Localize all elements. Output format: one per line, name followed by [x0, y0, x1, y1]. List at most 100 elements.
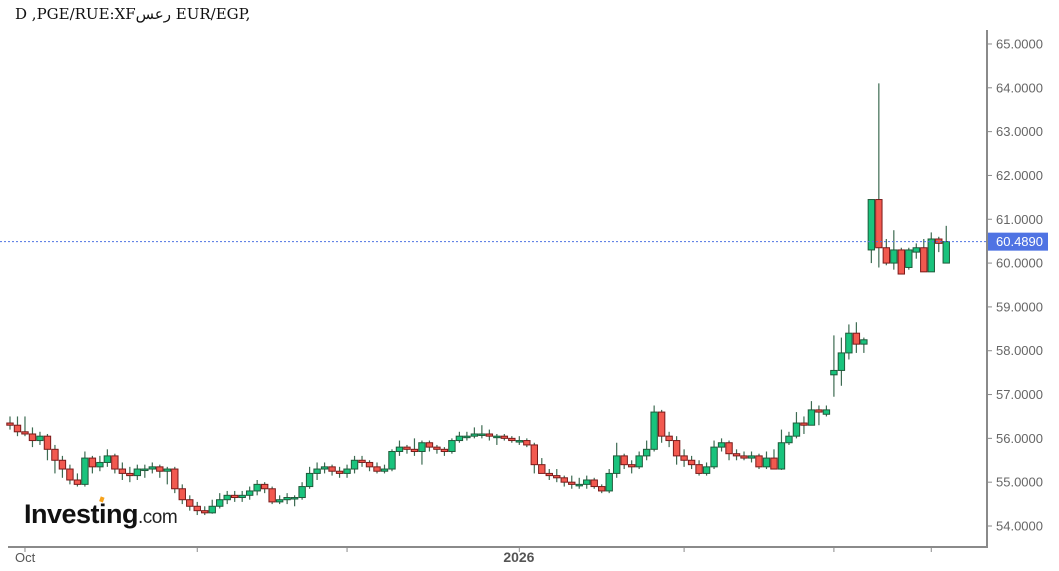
y-tick-label: 64.0000	[996, 80, 1043, 95]
candle	[807, 401, 816, 426]
candle-body-up	[867, 199, 876, 251]
candle	[380, 464, 389, 474]
y-tick-label: 55.0000	[996, 475, 1043, 490]
candle	[560, 475, 568, 487]
candle	[133, 464, 142, 480]
x-tick-label: Oct	[15, 550, 36, 565]
candle	[905, 247, 913, 270]
candle	[830, 335, 838, 397]
candle-body-up	[245, 490, 254, 496]
candle-body-down	[755, 455, 763, 468]
candle	[740, 451, 748, 461]
candle	[88, 455, 97, 474]
candle-body-up	[275, 499, 284, 503]
candle	[515, 436, 524, 445]
candle-body-down	[13, 424, 22, 433]
candle	[657, 409, 666, 443]
candle	[837, 337, 846, 386]
candle	[852, 322, 861, 353]
candle-body-up	[905, 249, 913, 268]
candle-body-up	[807, 409, 816, 426]
candle	[403, 444, 411, 454]
candle-body-down	[358, 459, 366, 463]
candle-body-down	[201, 510, 209, 514]
candle	[702, 462, 711, 476]
candle-body-up	[605, 472, 613, 492]
candle-body-up	[455, 435, 464, 442]
candle	[500, 433, 509, 441]
candle	[268, 486, 276, 505]
candle	[508, 436, 516, 443]
candle	[860, 337, 868, 353]
candle-body-up	[942, 241, 950, 264]
candle	[568, 475, 576, 489]
candle	[111, 453, 119, 474]
candle	[695, 460, 703, 476]
candle	[777, 429, 786, 470]
candle	[290, 495, 299, 507]
candle-body-up	[837, 352, 846, 371]
candle-body-down	[186, 499, 194, 507]
candle-body-up	[380, 468, 389, 472]
last-price-tag	[988, 232, 1048, 251]
candle-body-down	[231, 494, 239, 499]
candle	[275, 495, 284, 505]
candle	[388, 449, 396, 472]
candle	[717, 438, 726, 452]
candle-body-down	[538, 464, 546, 474]
candle-body-up	[141, 468, 149, 472]
candle	[478, 425, 486, 439]
candle	[935, 236, 943, 253]
candle-body-up	[762, 457, 771, 468]
candle-body-down	[590, 479, 598, 488]
candle-body-down	[560, 477, 568, 483]
candle-body-down	[111, 455, 119, 470]
candle	[672, 436, 681, 465]
candle-body-down	[815, 409, 823, 413]
candle	[298, 482, 306, 500]
candle-body-down	[568, 481, 576, 485]
candle	[665, 431, 673, 448]
candle	[343, 464, 351, 478]
candle	[305, 466, 314, 489]
candle-body-down	[523, 440, 531, 446]
candle-body-down	[178, 488, 186, 501]
candle-body-up	[148, 466, 157, 470]
candle	[283, 493, 291, 505]
candle-body-down	[193, 505, 201, 512]
candle-body-down	[425, 442, 434, 448]
candle-body-down	[897, 249, 906, 275]
candle	[553, 469, 561, 483]
candle-body-up	[575, 483, 583, 487]
candle	[845, 324, 853, 360]
candle-body-down	[665, 435, 673, 442]
candle-body-up	[350, 459, 359, 470]
candle-body-up	[96, 461, 104, 468]
candle-body-down	[657, 411, 666, 437]
candle	[28, 427, 37, 448]
candle-body-up	[583, 479, 591, 485]
y-tick-label: 61.0000	[996, 212, 1043, 227]
candle	[927, 232, 935, 273]
y-tick-label: 54.0000	[996, 519, 1043, 534]
candle	[448, 438, 456, 454]
candle	[171, 466, 179, 494]
candle	[785, 431, 793, 445]
svg-text:Investing.com: Investing.com	[24, 499, 177, 529]
candle	[755, 453, 763, 470]
candle-body-down	[156, 466, 164, 472]
candle	[687, 455, 696, 470]
candle	[358, 455, 366, 467]
y-tick-label: 63.0000	[996, 124, 1043, 139]
candle	[523, 438, 531, 448]
candle	[575, 477, 583, 489]
candle-body-up	[478, 433, 486, 436]
candle	[650, 405, 658, 452]
candle-body-down	[118, 468, 127, 474]
last-price-label: 60.4890	[996, 234, 1043, 249]
candle-body-down	[6, 422, 14, 426]
candle-body-up	[890, 249, 898, 264]
candle	[762, 451, 771, 470]
candle	[590, 477, 598, 489]
